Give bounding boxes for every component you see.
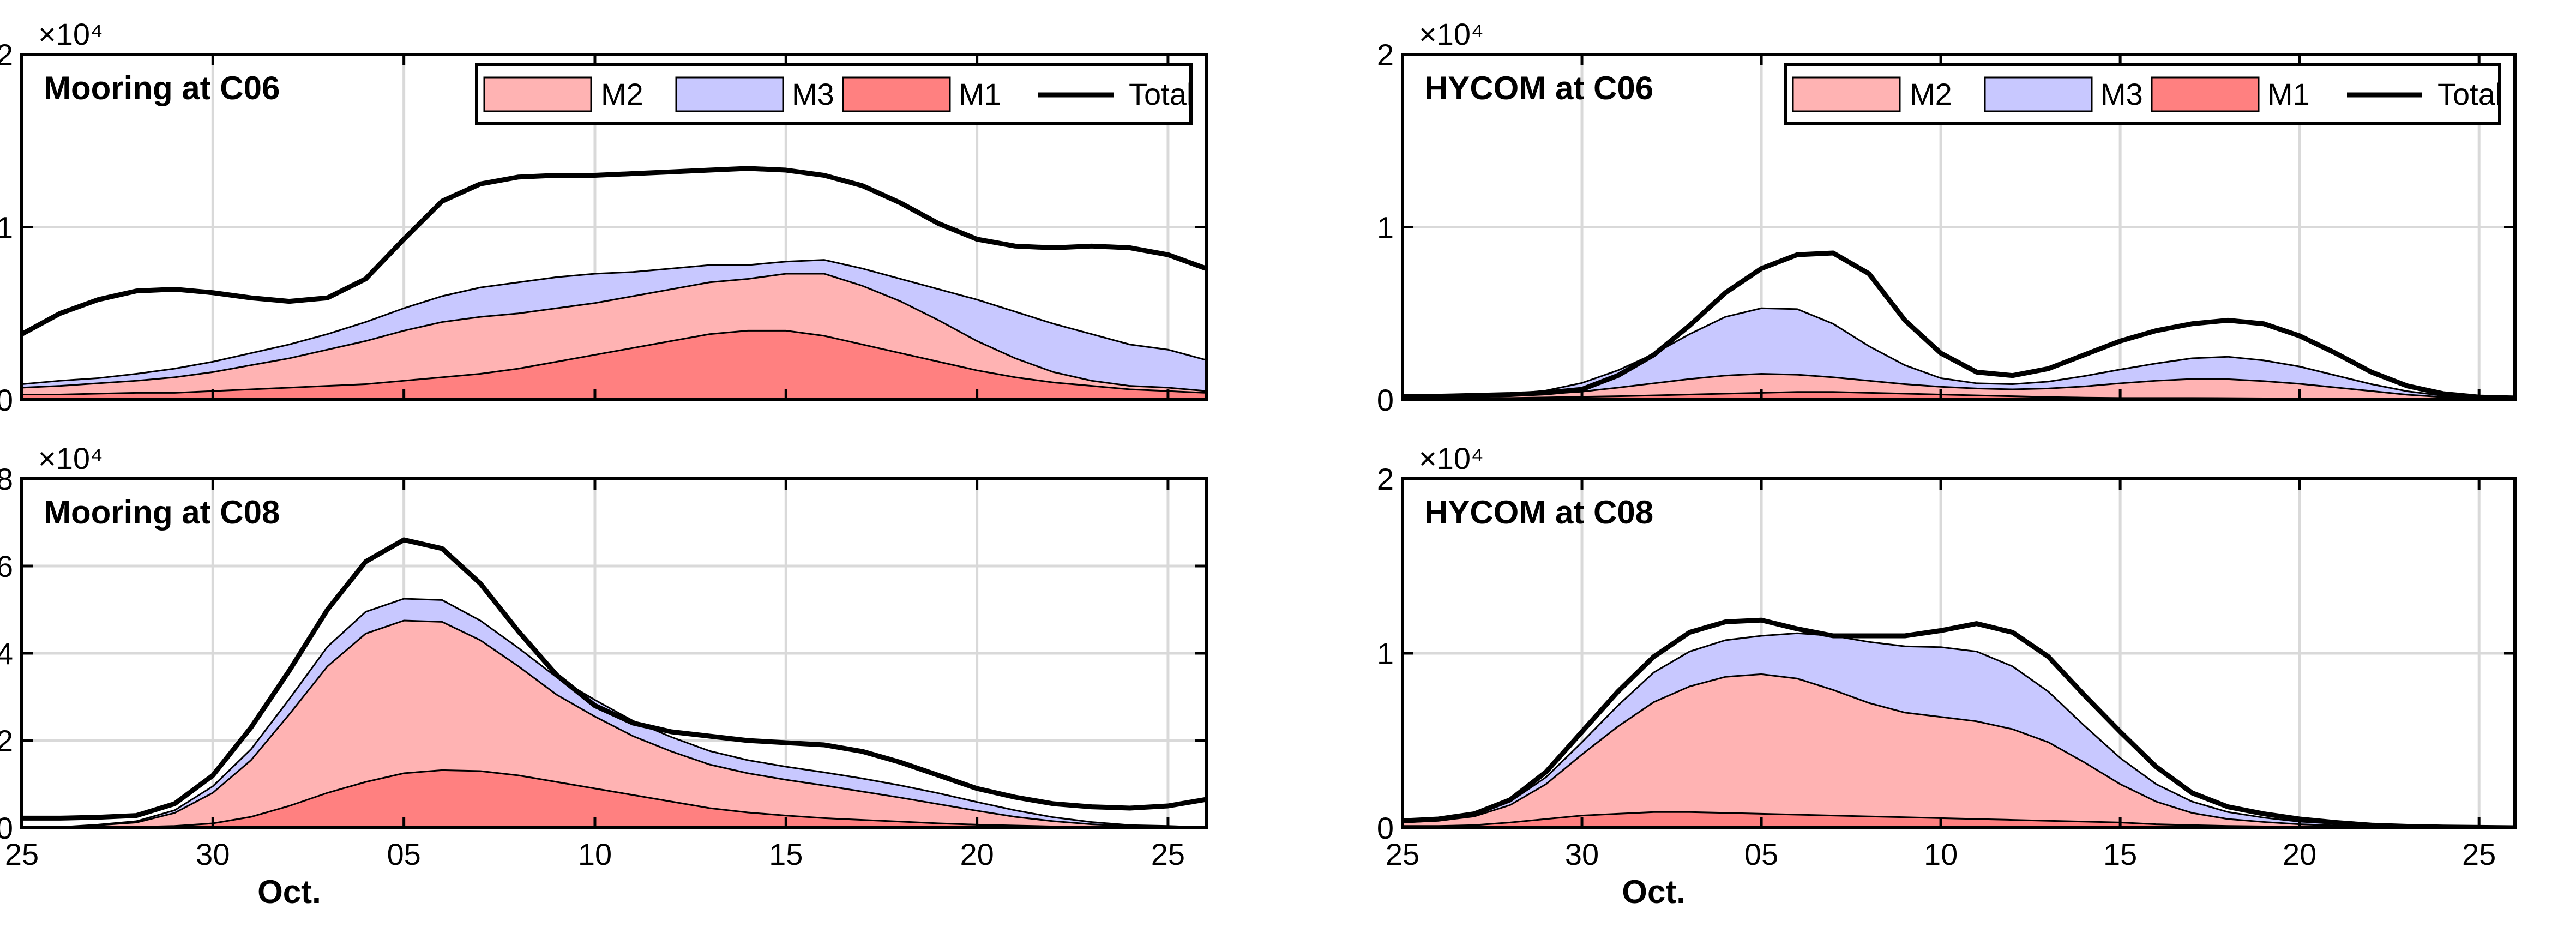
legend-swatch-m1 xyxy=(842,76,951,112)
series-areas xyxy=(1403,617,2515,828)
area-m3 xyxy=(22,260,1206,392)
line-m2-top xyxy=(1403,673,2515,828)
exponent-label: ×10⁴ xyxy=(1419,17,1484,51)
legend-swatch-m1 xyxy=(2151,76,2260,112)
panel-title: HYCOM at C06 xyxy=(1424,70,1653,106)
y-tick-label: 1 xyxy=(1377,636,1394,671)
legend-label-m3: M3 xyxy=(2100,77,2143,111)
x-axis-label: Oct. xyxy=(257,874,321,910)
area-m3 xyxy=(1403,308,2515,400)
line-m2-top xyxy=(22,273,1206,392)
legend-swatch-m3 xyxy=(1984,76,2093,112)
x-tick-label: 10 xyxy=(578,837,612,871)
legend-label-m1: M1 xyxy=(2267,77,2310,111)
legend: M2 M3 M1 Total xyxy=(475,63,1193,125)
x-tick-label: 20 xyxy=(2283,837,2316,871)
x-tick-label: 30 xyxy=(196,837,230,871)
panel-title: Mooring at C08 xyxy=(44,494,280,531)
y-tick-label: 2 xyxy=(0,724,13,758)
x-tick-label: 25 xyxy=(1151,837,1185,871)
y-tick-label: 0 xyxy=(1377,811,1394,845)
area-m1 xyxy=(22,770,1206,828)
line-m3-top xyxy=(22,259,1206,386)
area-m3 xyxy=(1403,633,2515,828)
x-tick-label: 05 xyxy=(1744,837,1778,871)
line-total xyxy=(22,166,1206,336)
line-total xyxy=(1403,617,2515,828)
y-tick-label: 4 xyxy=(0,636,13,671)
x-tick-label: 25 xyxy=(5,837,39,871)
line-total xyxy=(1403,250,2515,400)
legend-swatch-m3 xyxy=(675,76,784,112)
y-tick-label: 0 xyxy=(1377,383,1394,417)
y-tick-label: 2 xyxy=(1377,462,1394,496)
y-tick-label: 1 xyxy=(1377,210,1394,245)
panel-title: HYCOM at C08 xyxy=(1424,494,1653,531)
line-m1-top xyxy=(22,329,1206,396)
line-total xyxy=(22,537,1206,821)
y-tick-label: 0 xyxy=(0,383,13,417)
y-tick-label: 8 xyxy=(0,462,13,496)
line-m1-top xyxy=(22,769,1206,828)
y-tick-label: 6 xyxy=(0,549,13,583)
x-tick-label: 30 xyxy=(1565,837,1599,871)
legend-swatch-m2 xyxy=(483,76,592,112)
panel-title: Mooring at C06 xyxy=(44,70,280,106)
area-m1 xyxy=(1403,392,2515,400)
area-m2 xyxy=(22,273,1206,395)
area-m1 xyxy=(1403,812,2515,828)
y-tick-label: 0 xyxy=(0,811,13,845)
series-areas xyxy=(22,537,1206,828)
x-tick-label: 10 xyxy=(1924,837,1958,871)
legend-label-m3: M3 xyxy=(792,77,834,111)
x-tick-label: 15 xyxy=(2103,837,2137,871)
legend-label-m2: M2 xyxy=(1910,77,1952,111)
area-m2 xyxy=(22,621,1206,828)
x-tick-label: 25 xyxy=(1386,837,1419,871)
x-tick-label: 05 xyxy=(387,837,420,871)
y-tick-label: 1 xyxy=(0,210,13,245)
y-tick-label: 2 xyxy=(0,38,13,72)
series-areas xyxy=(1403,250,2515,400)
y-tick-label: 2 xyxy=(1377,38,1394,72)
x-tick-label: 15 xyxy=(769,837,803,871)
panel-1: 0 1 2 ×10⁴ HYCOM at C06 M2 M3 M1 Total xyxy=(1377,17,2517,417)
series-areas xyxy=(22,166,1206,400)
x-tick-label: 20 xyxy=(960,837,994,871)
legend: M2 M3 M1 Total xyxy=(1784,63,2502,125)
x-tick-label: 25 xyxy=(2462,837,2496,871)
line-m3-top xyxy=(1403,307,2515,400)
exponent-label: ×10⁴ xyxy=(38,17,103,51)
line-m2-top xyxy=(1403,373,2515,400)
legend-swatch-m2 xyxy=(1792,76,1901,112)
legend-label-m2: M2 xyxy=(601,77,643,111)
panel-0: 0 1 2 ×10⁴ Mooring at C06 M2 M3 M1 Total xyxy=(0,17,1208,417)
legend-label-m1: M1 xyxy=(959,77,1001,111)
x-axis-label: Oct. xyxy=(1622,874,1686,910)
area-m1 xyxy=(22,330,1206,400)
line-m3-top xyxy=(22,598,1206,828)
ticks: 0 1 2 xyxy=(1377,38,2515,417)
exponent-label: ×10⁴ xyxy=(1419,441,1484,475)
line-m2-top xyxy=(22,619,1206,828)
legend-label-total: Total xyxy=(2437,77,2502,111)
legend-label-total: Total xyxy=(1129,77,1193,111)
exponent-label: ×10⁴ xyxy=(38,441,103,475)
area-m2 xyxy=(1403,674,2515,828)
ticks: 0 1 2 xyxy=(0,38,1206,417)
